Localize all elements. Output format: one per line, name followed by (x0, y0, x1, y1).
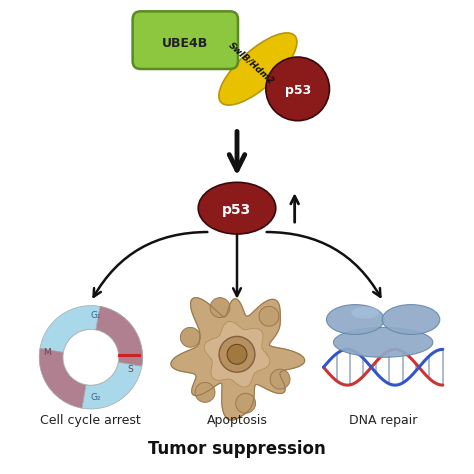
Circle shape (195, 383, 215, 402)
Ellipse shape (382, 305, 440, 335)
Circle shape (259, 306, 279, 326)
Text: Tumor suppression: Tumor suppression (148, 440, 326, 458)
Ellipse shape (219, 33, 297, 105)
Text: M: M (43, 348, 51, 357)
FancyBboxPatch shape (133, 11, 238, 69)
Circle shape (227, 345, 247, 364)
Circle shape (270, 369, 290, 389)
Polygon shape (171, 298, 305, 420)
Text: p53: p53 (284, 84, 311, 97)
Ellipse shape (327, 305, 384, 335)
Text: UBE4B: UBE4B (162, 36, 209, 50)
Text: p53: p53 (222, 203, 252, 217)
Circle shape (266, 57, 329, 121)
Polygon shape (204, 321, 270, 387)
Ellipse shape (198, 182, 276, 234)
Wedge shape (82, 306, 143, 409)
Text: Cell cycle arrest: Cell cycle arrest (40, 414, 141, 428)
Text: Apoptosis: Apoptosis (207, 414, 267, 428)
Circle shape (63, 329, 118, 385)
Ellipse shape (333, 328, 433, 357)
Text: G₁: G₁ (91, 311, 101, 320)
Ellipse shape (351, 307, 379, 319)
Wedge shape (40, 306, 100, 353)
Circle shape (236, 393, 255, 413)
Circle shape (219, 337, 255, 372)
Wedge shape (39, 348, 86, 408)
Circle shape (210, 298, 230, 318)
Text: G₂: G₂ (91, 392, 101, 401)
Text: SwIB/Hdm2: SwIB/Hdm2 (228, 40, 276, 86)
Text: DNA repair: DNA repair (349, 414, 417, 428)
Circle shape (180, 328, 200, 347)
Wedge shape (96, 306, 143, 366)
Text: S: S (128, 365, 134, 374)
